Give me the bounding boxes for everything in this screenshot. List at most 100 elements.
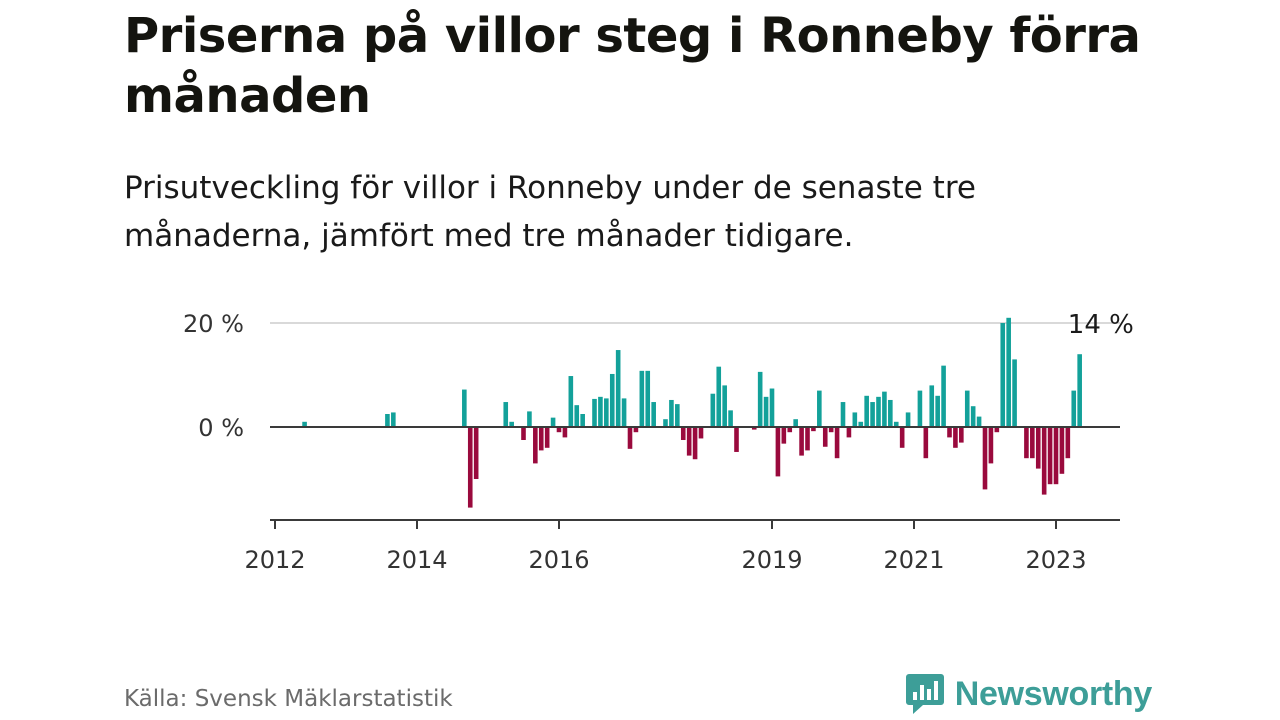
bar <box>615 350 621 427</box>
bar <box>391 412 396 427</box>
bar <box>982 427 988 490</box>
bar <box>828 427 834 433</box>
bar <box>686 427 692 456</box>
bar <box>698 427 704 439</box>
source-note: Källa: Svensk Mäklarstatistik <box>124 686 453 712</box>
bar <box>1035 427 1041 469</box>
bar <box>1047 427 1053 485</box>
bar <box>964 390 970 427</box>
bar-chart: 0 % 20 % 2012 2014 2016 2019 2021 2023 14 % <box>183 310 1134 574</box>
bar <box>840 402 846 427</box>
bar <box>521 427 526 440</box>
x-tick-label: 2019 <box>741 546 802 574</box>
bar <box>734 427 739 452</box>
bar <box>1053 427 1059 485</box>
bar <box>1041 427 1047 495</box>
last-value-label: 14 % <box>1068 310 1134 340</box>
bar <box>817 390 822 427</box>
bar <box>621 398 627 427</box>
chart-subtitle: Prisutveckling för villor i Ronneby unde… <box>124 170 976 254</box>
bar <box>651 402 656 427</box>
bar <box>1000 323 1006 427</box>
bar <box>645 370 651 427</box>
brand-logo[interactable]: Newsworthy <box>905 672 1152 716</box>
bar <box>929 385 935 427</box>
bar <box>917 390 923 427</box>
bar <box>899 427 905 448</box>
bar <box>509 421 514 427</box>
x-tick-label: 2012 <box>244 546 305 574</box>
bar <box>527 411 532 427</box>
bar <box>923 427 929 459</box>
bar <box>834 427 840 459</box>
bar <box>959 427 964 443</box>
bar <box>793 419 798 427</box>
bar <box>598 396 603 427</box>
bar <box>870 402 875 427</box>
bar <box>473 427 479 479</box>
bar <box>1059 427 1065 474</box>
bar <box>882 391 887 427</box>
bar <box>888 399 893 427</box>
bar <box>556 427 562 433</box>
bar <box>663 419 668 427</box>
bar <box>609 373 615 427</box>
bar <box>716 366 722 427</box>
newsworthy-logo-icon <box>905 674 944 714</box>
bar <box>852 412 858 427</box>
bar <box>799 427 804 456</box>
bar <box>680 427 686 440</box>
bar <box>822 427 828 447</box>
bar <box>947 427 952 438</box>
bar <box>935 395 940 427</box>
bar <box>1006 317 1011 427</box>
bar <box>467 427 473 508</box>
bar <box>858 421 864 427</box>
bar <box>1071 390 1077 427</box>
bar <box>775 427 781 477</box>
bar <box>1065 427 1071 459</box>
bar <box>722 385 727 427</box>
chart-title: Priserna på villor steg i Ronneby förra … <box>124 8 1141 124</box>
bar <box>562 427 568 438</box>
bar <box>633 427 639 433</box>
bar <box>893 421 899 427</box>
bar <box>876 396 881 427</box>
bar <box>769 388 775 427</box>
bar <box>1012 359 1017 427</box>
bar <box>568 376 574 427</box>
bar <box>811 427 816 432</box>
bar <box>805 427 810 451</box>
bar <box>970 406 976 427</box>
bar <box>1077 354 1082 427</box>
bar <box>302 421 307 427</box>
bar <box>503 402 509 427</box>
bar <box>905 412 911 427</box>
bar <box>580 414 585 427</box>
bar <box>763 396 769 427</box>
bar <box>1024 427 1029 459</box>
bar <box>787 427 793 433</box>
x-tick-label: 2016 <box>528 546 589 574</box>
bar <box>846 427 852 438</box>
x-tick-label: 2014 <box>386 546 447 574</box>
x-tick-label: 2023 <box>1025 546 1086 574</box>
bar <box>988 427 994 464</box>
bar <box>592 398 597 427</box>
bar <box>710 393 716 427</box>
bar <box>728 410 733 427</box>
bar <box>533 427 538 464</box>
bar <box>627 427 633 449</box>
bar <box>1030 427 1035 459</box>
bar <box>941 365 946 427</box>
x-tick-label: 2021 <box>883 546 944 574</box>
bar <box>538 427 544 451</box>
bar <box>976 416 982 427</box>
bar <box>953 427 958 448</box>
bar <box>692 427 698 460</box>
bar <box>751 427 757 430</box>
bar <box>550 417 556 427</box>
bar <box>757 371 763 427</box>
y-tick-label: 0 % <box>198 414 244 442</box>
bar <box>669 399 674 427</box>
